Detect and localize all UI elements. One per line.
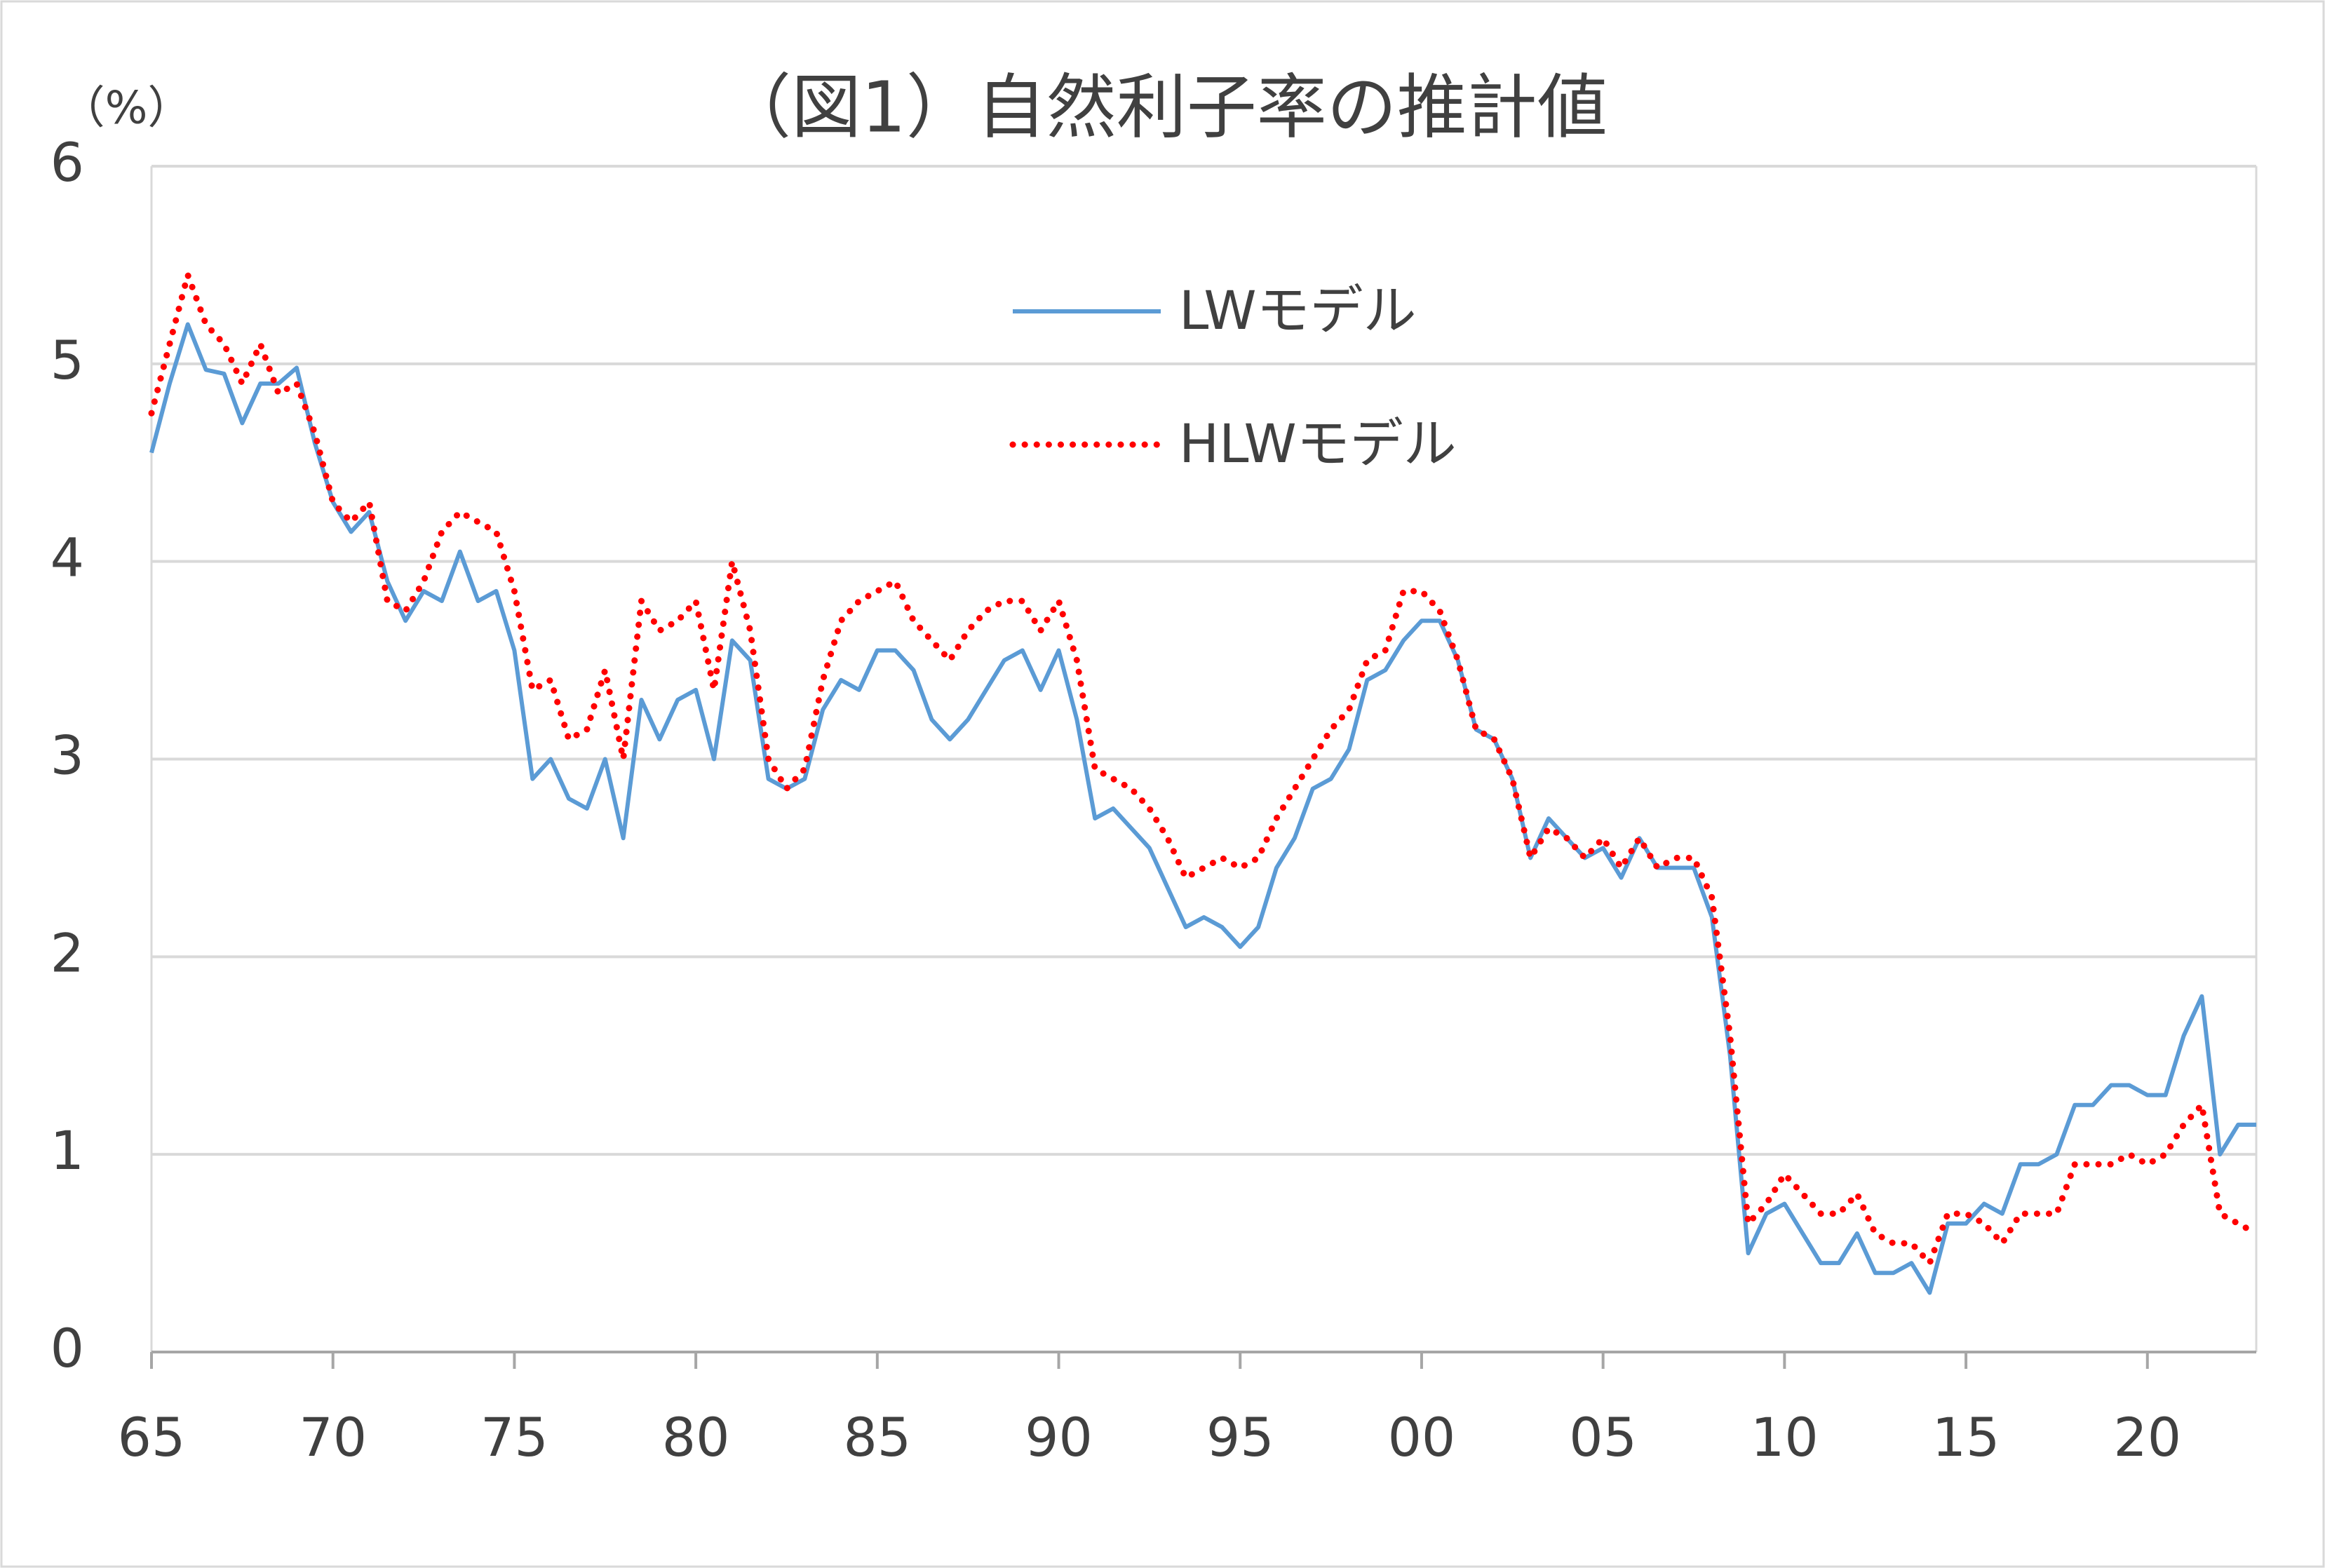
x-tick-label: 20	[2113, 1406, 2181, 1468]
x-tick-label: 90	[1025, 1406, 1093, 1468]
y-tick-label: 4	[50, 527, 84, 589]
x-tick-label: 65	[118, 1406, 186, 1468]
y-unit-label: （%）	[60, 83, 193, 135]
x-tick-label: 05	[1569, 1406, 1637, 1468]
y-tick-label: 2	[50, 921, 84, 984]
legend-label: LWモデル	[1179, 279, 1417, 342]
x-tick-label: 15	[1932, 1406, 2000, 1468]
x-tick-label: 80	[662, 1406, 730, 1468]
series-line	[149, 322, 2256, 1295]
x-tick-label: 95	[1206, 1406, 1274, 1468]
x-tick-label: 10	[1751, 1406, 1819, 1468]
x-tick-label: 75	[480, 1406, 548, 1468]
y-tick-label: 6	[50, 131, 84, 194]
x-tick-label: 85	[843, 1406, 911, 1468]
y-tick-label: 1	[50, 1119, 84, 1182]
x-tick-label: 00	[1388, 1406, 1456, 1468]
y-tick-label: 0	[50, 1317, 84, 1379]
series-line	[148, 271, 2260, 1266]
y-tick-label: 5	[50, 329, 84, 391]
chart-title: （図1）自然利子率の推計値	[721, 66, 1608, 148]
legend-label: HLWモデル	[1179, 412, 1457, 475]
y-tick-label: 3	[50, 724, 84, 786]
x-tick-label: 70	[299, 1406, 367, 1468]
